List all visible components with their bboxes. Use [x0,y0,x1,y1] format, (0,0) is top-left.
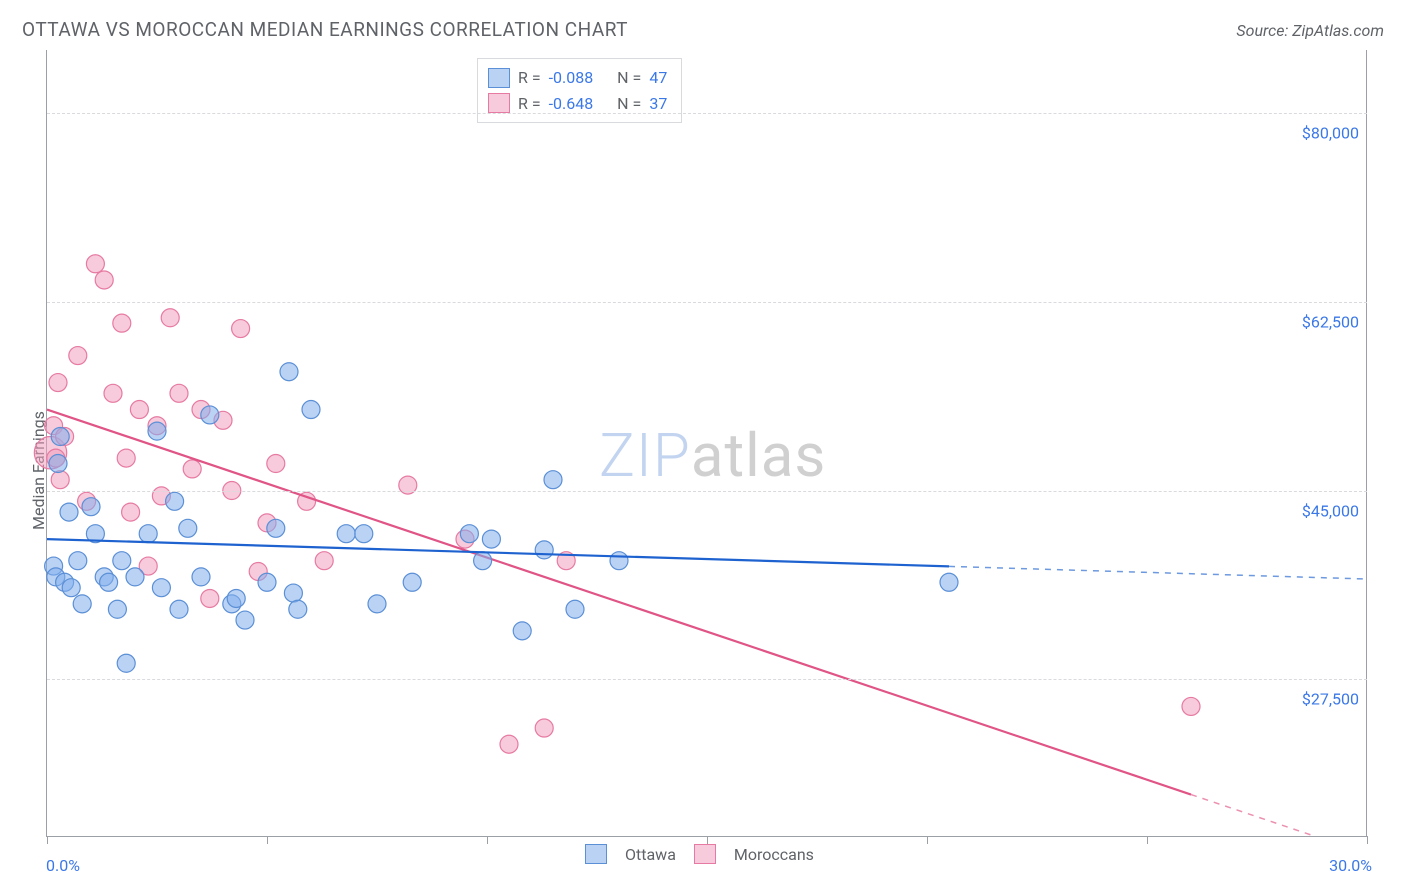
ottawa-point [302,401,320,419]
moroccans-point [267,455,285,473]
ottawa-point [403,573,421,591]
ottawa-point [60,503,78,521]
moroccans-point [122,503,140,521]
gridline [47,302,1367,303]
ottawa-point [355,525,373,543]
x-tick [707,836,708,844]
moroccans-point [535,719,553,737]
gridline [47,679,1367,680]
x-axis-max-label: 30.0% [1329,856,1372,875]
chart-plot-area: Median Earnings ZIPatlas R = -0.088 N = … [46,50,1367,837]
ottawa-point [284,584,302,602]
y-tick-label: $45,000 [1296,501,1359,520]
ottawa-point [148,422,166,440]
r-value-ottawa: -0.088 [549,65,594,91]
ottawa-point [100,573,118,591]
ottawa-point [337,525,355,543]
moroccans-point [130,401,148,419]
swatch-ottawa-2 [585,844,607,864]
ottawa-point [227,589,245,607]
x-axis-min-label: 0.0% [46,856,80,875]
y-tick-label: $62,500 [1296,312,1359,331]
ottawa-point [289,600,307,618]
moroccans-point [170,384,188,402]
ottawa-point [460,525,478,543]
n-label-ottawa: N = [617,65,641,91]
series-legend: Ottawa Moroccans [585,844,814,864]
ottawa-point [535,541,553,559]
chart-title: OTTAWA VS MOROCCAN MEDIAN EARNINGS CORRE… [22,18,628,41]
ottawa-point [62,579,80,597]
moroccans-point [49,374,67,392]
moroccans-point [95,271,113,289]
swatch-moroccans-2 [694,844,716,864]
ottawa-point [482,530,500,548]
x-tick [1367,836,1368,844]
ottawa-point [940,573,958,591]
legend-label-moroccans: Moroccans [734,845,814,864]
n-value-ottawa: 47 [649,65,667,91]
ottawa-point [49,455,67,473]
moroccans-trendline-extension [1191,795,1314,836]
y-tick-label: $80,000 [1296,123,1359,142]
gridline [47,113,1367,114]
ottawa-point [258,573,276,591]
moroccans-point [117,449,135,467]
moroccans-point [86,255,104,273]
x-tick [1147,836,1148,844]
ottawa-point [192,568,210,586]
gridline [47,491,1367,492]
ottawa-point [51,428,69,446]
r-label-ottawa: R = [518,65,541,91]
ottawa-point [544,471,562,489]
y-tick-label: $27,500 [1296,690,1359,709]
moroccans-point [69,347,87,365]
x-tick [47,836,48,844]
ottawa-point [82,498,100,516]
ottawa-point [117,654,135,672]
moroccans-point [1182,697,1200,715]
swatch-ottawa [488,68,510,88]
x-tick [487,836,488,844]
ottawa-point [236,611,254,629]
ottawa-point [280,363,298,381]
ottawa-point [113,552,131,570]
ottawa-point [201,406,219,424]
ottawa-point [267,519,285,537]
moroccans-point [201,589,219,607]
moroccans-point [315,552,333,570]
source-label: Source: ZipAtlas.com [1236,21,1384,40]
x-tick [267,836,268,844]
ottawa-point [610,552,628,570]
ottawa-point [108,600,126,618]
ottawa-point [139,525,157,543]
legend-label-ottawa: Ottawa [625,845,676,864]
moroccans-point [161,309,179,327]
moroccans-point [113,314,131,332]
moroccans-point [104,384,122,402]
ottawa-point [474,552,492,570]
ottawa-point [152,579,170,597]
moroccans-point [232,320,250,338]
ottawa-trendline-extension [949,566,1367,579]
moroccans-point [51,471,69,489]
ottawa-point [179,519,197,537]
ottawa-point [73,595,91,613]
x-tick [927,836,928,844]
ottawa-point [566,600,584,618]
moroccans-point [183,460,201,478]
ottawa-point [513,622,531,640]
moroccans-point [500,735,518,753]
title-bar: OTTAWA VS MOROCCAN MEDIAN EARNINGS CORRE… [22,18,1384,41]
swatch-moroccans [488,93,510,113]
ottawa-point [69,552,87,570]
chart-svg [47,50,1367,836]
legend-row-ottawa: R = -0.088 N = 47 [488,65,667,91]
ottawa-point [166,492,184,510]
ottawa-point [170,600,188,618]
ottawa-point [368,595,386,613]
ottawa-point [126,568,144,586]
